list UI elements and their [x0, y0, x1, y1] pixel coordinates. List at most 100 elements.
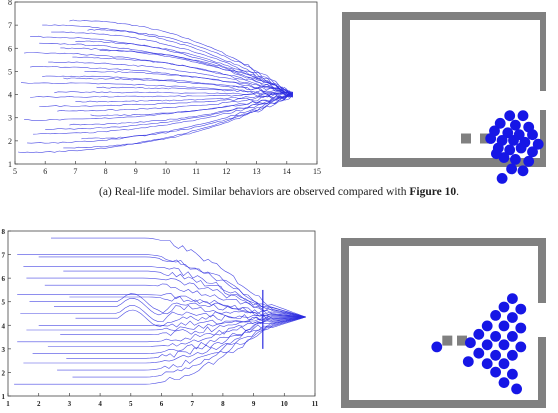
trajectory-line	[96, 86, 293, 98]
agent	[481, 320, 493, 332]
trajectory-line	[75, 309, 306, 327]
x-tick-label: 8	[221, 400, 225, 408]
x-tick-label: 11	[192, 167, 200, 176]
agent	[473, 328, 485, 340]
x-tick-label: 1	[6, 400, 10, 408]
trajectory-line	[23, 266, 306, 318]
agent	[532, 138, 544, 150]
trajectory-line	[27, 92, 293, 144]
agent	[507, 368, 518, 380]
trajectory-line	[51, 31, 293, 95]
agent	[481, 358, 493, 370]
trajectory-line	[29, 293, 306, 318]
trajectory-line	[69, 19, 293, 96]
x-tick-label: 11	[312, 400, 319, 408]
trajectory-line	[63, 77, 293, 97]
x-tick-label: 9	[252, 400, 256, 408]
trajectory-line	[57, 316, 306, 371]
room-wall	[341, 238, 546, 408]
obstacle	[457, 335, 467, 346]
agent	[462, 356, 474, 367]
agent	[490, 349, 501, 361]
agent	[507, 349, 518, 361]
y-tick-label: 8	[8, 0, 12, 7]
trajectory-line	[20, 82, 293, 97]
agent	[508, 135, 519, 146]
trajectory-line	[20, 305, 306, 323]
trajectory-line	[26, 277, 306, 318]
trajectory-line	[26, 316, 306, 331]
x-tick-label: 5	[129, 400, 133, 408]
x-tick-label: 13	[253, 167, 261, 176]
agent	[507, 312, 518, 323]
x-tick-label: 2	[37, 400, 41, 408]
x-tick-label: 14	[283, 167, 291, 176]
y-tick-label: 7	[8, 21, 12, 30]
trajectory-line	[24, 52, 293, 95]
agent	[498, 320, 510, 332]
agent	[494, 117, 506, 129]
trajectory-line	[75, 40, 294, 96]
x-tick-label: 15	[313, 167, 321, 176]
agent	[490, 331, 501, 342]
agent	[491, 148, 502, 160]
trajectory-line	[30, 92, 293, 98]
x-tick-label: 10	[281, 400, 289, 408]
agent	[523, 155, 535, 167]
trajectory-line	[63, 270, 306, 318]
y-tick-label: 7	[2, 252, 6, 260]
y-tick-label: 8	[2, 228, 6, 236]
trajectory-line	[57, 94, 293, 112]
trajectory-line	[60, 47, 293, 94]
x-tick-label: 9	[134, 167, 138, 176]
obstacle	[480, 133, 490, 144]
agent	[498, 339, 510, 351]
caption-figure-ref: Figure 10	[409, 186, 457, 198]
y-tick-label: 4	[8, 91, 12, 100]
y-tick-label: 1	[8, 160, 12, 169]
scene-simulated	[341, 238, 546, 408]
trajectory-line	[17, 91, 294, 154]
trajectory-line	[42, 24, 293, 93]
agent	[527, 129, 538, 141]
trajectory-line	[30, 66, 293, 95]
agent	[498, 358, 510, 370]
trajectory-line	[44, 283, 306, 318]
trajectory-lines	[14, 237, 306, 385]
agent	[502, 127, 514, 139]
agent	[504, 144, 516, 156]
agent	[498, 377, 510, 388]
y-tick-label: 6	[2, 275, 6, 283]
agent	[481, 339, 493, 351]
y-tick-label: 4	[2, 322, 6, 330]
x-tick-label: 6	[160, 400, 164, 408]
trajectory-line	[33, 93, 293, 135]
y-tick-label: 5	[8, 67, 12, 76]
trajectory-line	[75, 92, 294, 103]
agent	[507, 293, 518, 304]
agent	[496, 173, 508, 184]
obstacle	[442, 335, 453, 346]
x-tick-label: 5	[13, 167, 17, 176]
agent	[490, 366, 501, 378]
agent	[515, 341, 527, 353]
agent	[485, 133, 497, 144]
trajectory-line	[87, 28, 293, 95]
y-tick-label: 2	[2, 369, 6, 377]
trajectory-line	[45, 95, 293, 130]
agent	[473, 347, 485, 359]
trajectory-lines	[17, 19, 294, 154]
trajectory-line	[69, 91, 294, 126]
trajectory-line	[72, 316, 306, 378]
y-tick-label: 1	[2, 393, 6, 401]
agent	[510, 154, 521, 165]
trajectory-line	[30, 35, 293, 96]
y-tick-label: 3	[2, 346, 6, 354]
agent	[490, 310, 501, 321]
trajectory-line	[32, 316, 306, 354]
trajectory-line	[14, 316, 306, 385]
